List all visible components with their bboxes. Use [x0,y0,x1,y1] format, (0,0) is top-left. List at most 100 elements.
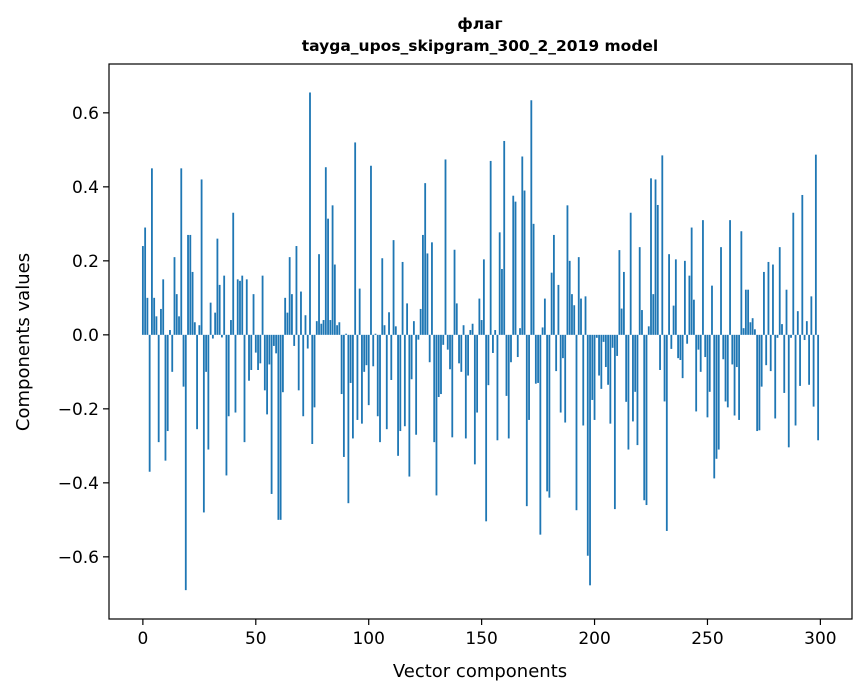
bar-68 [295,246,298,335]
bar-235 [672,305,675,335]
bar-263 [735,334,738,368]
bar-211 [618,250,621,335]
bar-15 [175,294,178,335]
y-tick-label: 0.6 [72,104,99,124]
bar-20 [187,234,189,335]
bar-203 [600,334,603,389]
bar-89 [342,334,345,457]
bar-55 [266,334,268,415]
bar-17 [180,168,183,335]
bar-7 [157,334,160,443]
bar-178 [543,298,546,335]
bar-243 [690,227,693,335]
bar-217 [632,334,634,422]
bar-32 [214,312,217,335]
bar-115 [401,261,404,335]
bar-144 [467,334,469,376]
bar-43 [239,280,241,335]
bar-249 [704,334,707,358]
bar-6 [155,316,158,335]
bar-212 [620,308,623,335]
bar-136 [449,334,451,370]
y-tick-label: 0.4 [72,178,99,198]
bar-108 [385,334,388,430]
bar-296 [810,296,813,335]
x-tick-label: 50 [245,629,267,649]
bar-163 [510,334,512,363]
bar-259 [726,334,729,408]
bar-53 [261,275,264,335]
bar-41 [234,334,237,413]
bar-274 [760,334,763,387]
bar-281 [776,334,779,338]
x-axis-label: Vector components [393,661,567,682]
bar-201 [595,334,598,338]
bar-129 [433,334,436,443]
bar-5 [153,297,156,335]
bar-62 [281,334,284,393]
bar-59 [275,334,278,354]
bar-71 [302,334,305,417]
bar-192 [575,334,578,511]
bar-261 [731,334,734,365]
bar-252 [711,285,713,335]
bar-110 [390,334,393,380]
bar-266 [742,328,745,335]
bar-56 [268,334,271,365]
bar-190 [571,294,573,335]
bar-158 [498,232,501,335]
bar-162 [507,334,510,439]
bar-36 [223,275,226,335]
bar-52 [259,334,262,364]
bar-234 [670,334,673,349]
y-tick-label: −0.2 [58,400,99,420]
bar-273 [758,334,761,431]
bar-85 [333,264,336,335]
bar-72 [304,315,307,335]
bar-94 [354,142,357,335]
bar-173 [532,223,535,335]
bar-260 [729,220,731,335]
bar-73 [306,334,309,349]
bar-140 [458,334,460,364]
bar-182 [552,234,555,335]
bar-1 [144,227,147,335]
bar-280 [774,334,777,419]
bar-270 [751,318,754,335]
bar-220 [638,247,641,335]
bar-88 [340,334,343,395]
bar-111 [392,240,395,335]
bar-142 [462,325,465,335]
bar-109 [388,312,390,335]
bar-265 [740,231,743,335]
bar-90 [345,333,348,335]
bar-70 [300,291,302,335]
bar-165 [514,201,517,335]
bar-134 [444,159,447,335]
bar-103 [374,333,377,335]
bar-283 [781,324,783,335]
bar-189 [568,260,571,335]
bar-186 [562,334,564,359]
bar-224 [647,326,650,335]
bar-196 [584,296,587,335]
x-tick-label: 150 [465,629,497,649]
bar-164 [512,195,515,335]
bar-102 [372,334,375,367]
bar-153 [487,334,490,386]
bar-146 [471,323,474,335]
bar-179 [546,334,549,492]
bar-191 [573,305,576,335]
bar-24 [196,334,198,430]
bar-159 [501,268,503,335]
bar-185 [559,334,562,413]
x-tick-label: 250 [691,629,723,649]
bar-34 [218,284,221,335]
bar-12 [169,330,171,335]
bar-123 [419,308,422,335]
bar-10 [164,334,167,461]
bar-135 [446,334,449,350]
bar-156 [494,330,497,335]
bar-155 [492,334,494,353]
bar-130 [435,334,438,496]
